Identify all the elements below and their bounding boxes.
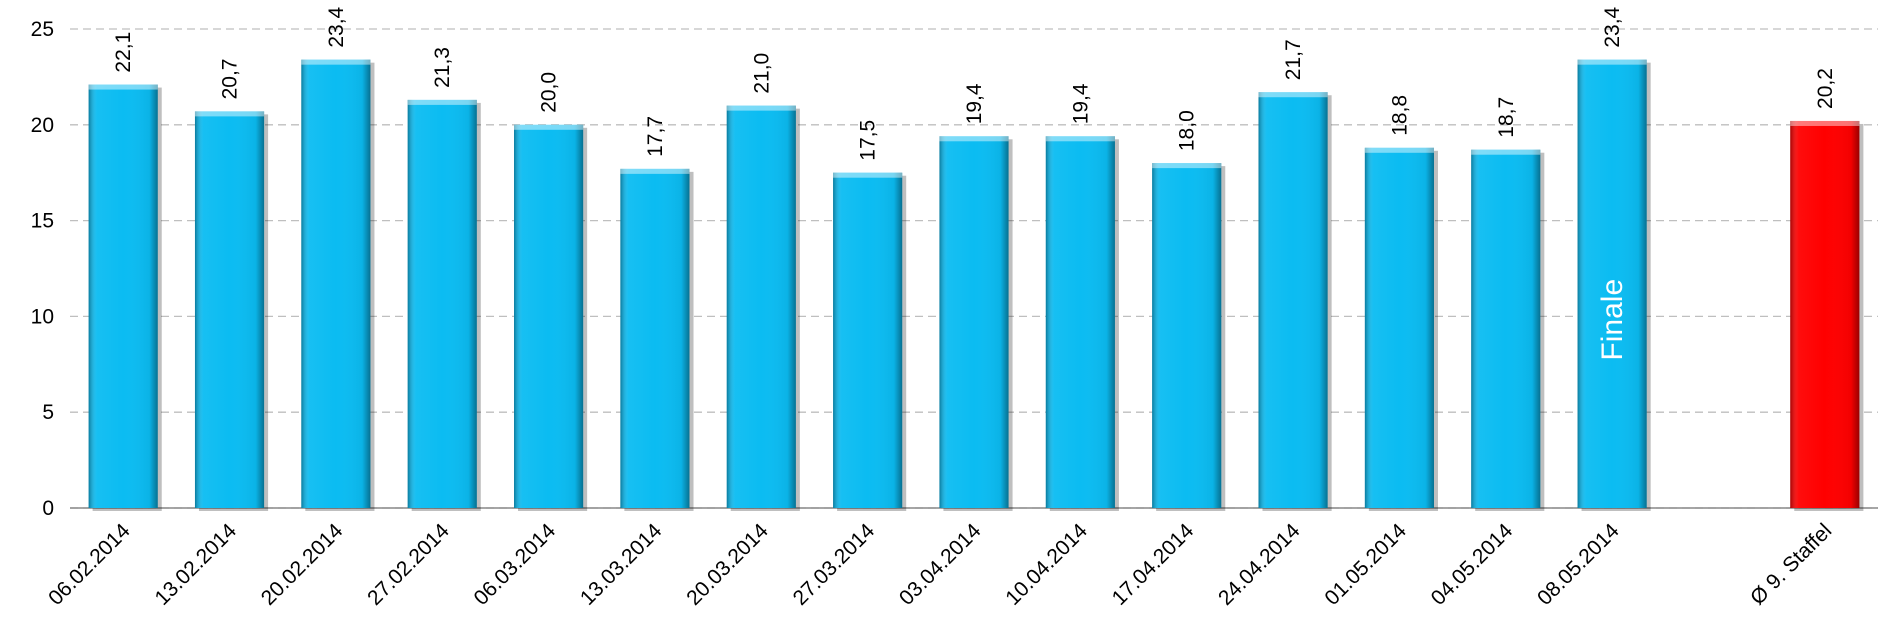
annotation: Finale: [1596, 279, 1629, 361]
value-label: 20,2: [1814, 68, 1837, 109]
bar-shade: [1790, 120, 1860, 508]
bar-top: [1364, 147, 1434, 153]
x-tick-label: 06.03.2014: [470, 519, 561, 610]
y-tick-label: 5: [42, 401, 54, 424]
bar-top: [1258, 92, 1328, 98]
bar-top: [407, 99, 477, 105]
x-tick-label: 27.02.2014: [363, 519, 454, 610]
bar-top: [514, 124, 584, 130]
value-label: 18,0: [1176, 110, 1199, 151]
bar-shade: [1471, 149, 1541, 508]
bar-shade: [1258, 92, 1328, 508]
bar-top: [833, 172, 903, 178]
x-tick-label: 20.02.2014: [257, 519, 348, 610]
y-tick-label: 0: [42, 497, 54, 520]
x-tick-label: 20.03.2014: [682, 519, 773, 610]
bar-top: [726, 105, 796, 111]
value-label: 23,4: [325, 6, 348, 47]
value-label: 17,5: [857, 120, 880, 161]
bar-shade: [1364, 147, 1434, 509]
bar-top: [1045, 136, 1115, 142]
bar-shade: [1577, 59, 1647, 508]
value-label: 18,7: [1495, 97, 1518, 138]
bar-top: [1152, 163, 1222, 169]
bar-top: [1577, 59, 1647, 65]
x-tick-label: 04.05.2014: [1427, 519, 1518, 610]
bar-shade: [407, 99, 477, 508]
y-tick-label: 10: [31, 305, 54, 328]
bar-shade: [88, 84, 158, 509]
x-tick-label: 08.05.2014: [1533, 519, 1624, 610]
value-label: 19,4: [963, 83, 986, 124]
value-label: 19,4: [1069, 83, 1092, 124]
x-tick-label: 03.04.2014: [895, 519, 986, 610]
bar-shade: [939, 136, 1009, 508]
bar-top: [301, 59, 371, 65]
x-tick-label: 24.04.2014: [1214, 519, 1305, 610]
bar-top: [620, 168, 690, 174]
bar-shade: [194, 111, 265, 508]
value-label: 22,1: [112, 32, 135, 73]
bar-top: [194, 111, 265, 117]
x-tick-label: Ø 9. Staffel: [1746, 519, 1836, 609]
y-tick-label: 15: [31, 210, 54, 233]
value-label: 20,7: [219, 59, 242, 100]
bar-top: [939, 136, 1009, 142]
bar-shade: [620, 168, 690, 509]
x-tick-label: 13.02.2014: [150, 519, 241, 610]
y-tick-label: 25: [31, 18, 54, 41]
value-label: 21,7: [1282, 39, 1305, 80]
x-tick-label: 27.03.2014: [789, 519, 880, 610]
bar-shade: [1152, 163, 1222, 508]
value-label: 18,8: [1388, 95, 1411, 136]
bar-shade: [514, 124, 584, 509]
bar-top: [1471, 149, 1541, 155]
x-tick-label: 01.05.2014: [1320, 519, 1411, 610]
bar-top: [88, 84, 158, 90]
bar-top: [1790, 120, 1860, 126]
x-tick-label: 13.03.2014: [576, 519, 667, 610]
bar-shade: [301, 59, 371, 508]
value-label: 20,0: [538, 72, 561, 113]
value-label: 17,7: [644, 116, 667, 157]
value-label: 21,3: [431, 47, 454, 88]
x-tick-label: 10.04.2014: [1001, 519, 1092, 610]
value-label: 23,4: [1601, 6, 1624, 47]
bar-shade: [1045, 136, 1115, 508]
y-tick-label: 20: [31, 114, 54, 137]
bar-shade: [833, 172, 903, 508]
x-tick-label: 06.02.2014: [44, 519, 135, 610]
value-label: 21,0: [750, 53, 773, 94]
x-tick-label: 17.04.2014: [1108, 519, 1199, 610]
bar-shade: [726, 105, 796, 508]
